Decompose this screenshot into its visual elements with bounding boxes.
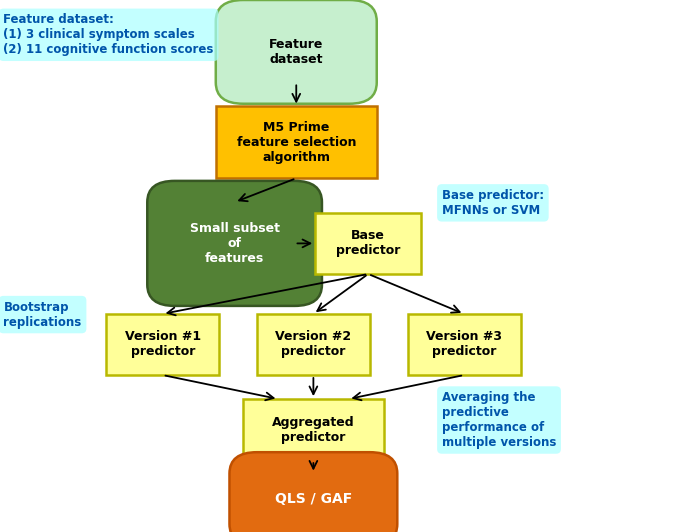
Text: Feature
dataset: Feature dataset (269, 38, 323, 66)
FancyBboxPatch shape (216, 106, 377, 178)
Text: Version #3
predictor: Version #3 predictor (426, 330, 502, 359)
Text: Averaging the
predictive
performance of
multiple versions: Averaging the predictive performance of … (442, 391, 556, 449)
FancyBboxPatch shape (216, 0, 377, 104)
Text: Aggregated
predictor: Aggregated predictor (272, 415, 355, 444)
FancyBboxPatch shape (315, 213, 421, 274)
Text: Version #2
predictor: Version #2 predictor (275, 330, 351, 359)
Text: QLS / GAF: QLS / GAF (275, 492, 352, 506)
FancyBboxPatch shape (229, 452, 397, 532)
Text: Feature dataset:
(1) 3 clinical symptom scales
(2) 11 cognitive function scores: Feature dataset: (1) 3 clinical symptom … (3, 13, 214, 56)
Text: Version #1
predictor: Version #1 predictor (125, 330, 201, 359)
Text: Base
predictor: Base predictor (336, 229, 400, 257)
Text: Base predictor:
MFNNs or SVM: Base predictor: MFNNs or SVM (442, 189, 544, 217)
Text: Bootstrap
replications: Bootstrap replications (3, 301, 82, 329)
Text: Small subset
of
features: Small subset of features (190, 222, 279, 265)
FancyBboxPatch shape (257, 314, 370, 375)
FancyBboxPatch shape (147, 181, 322, 306)
FancyBboxPatch shape (106, 314, 219, 375)
FancyBboxPatch shape (408, 314, 521, 375)
Text: M5 Prime
feature selection
algorithm: M5 Prime feature selection algorithm (236, 121, 356, 164)
FancyBboxPatch shape (243, 399, 384, 460)
